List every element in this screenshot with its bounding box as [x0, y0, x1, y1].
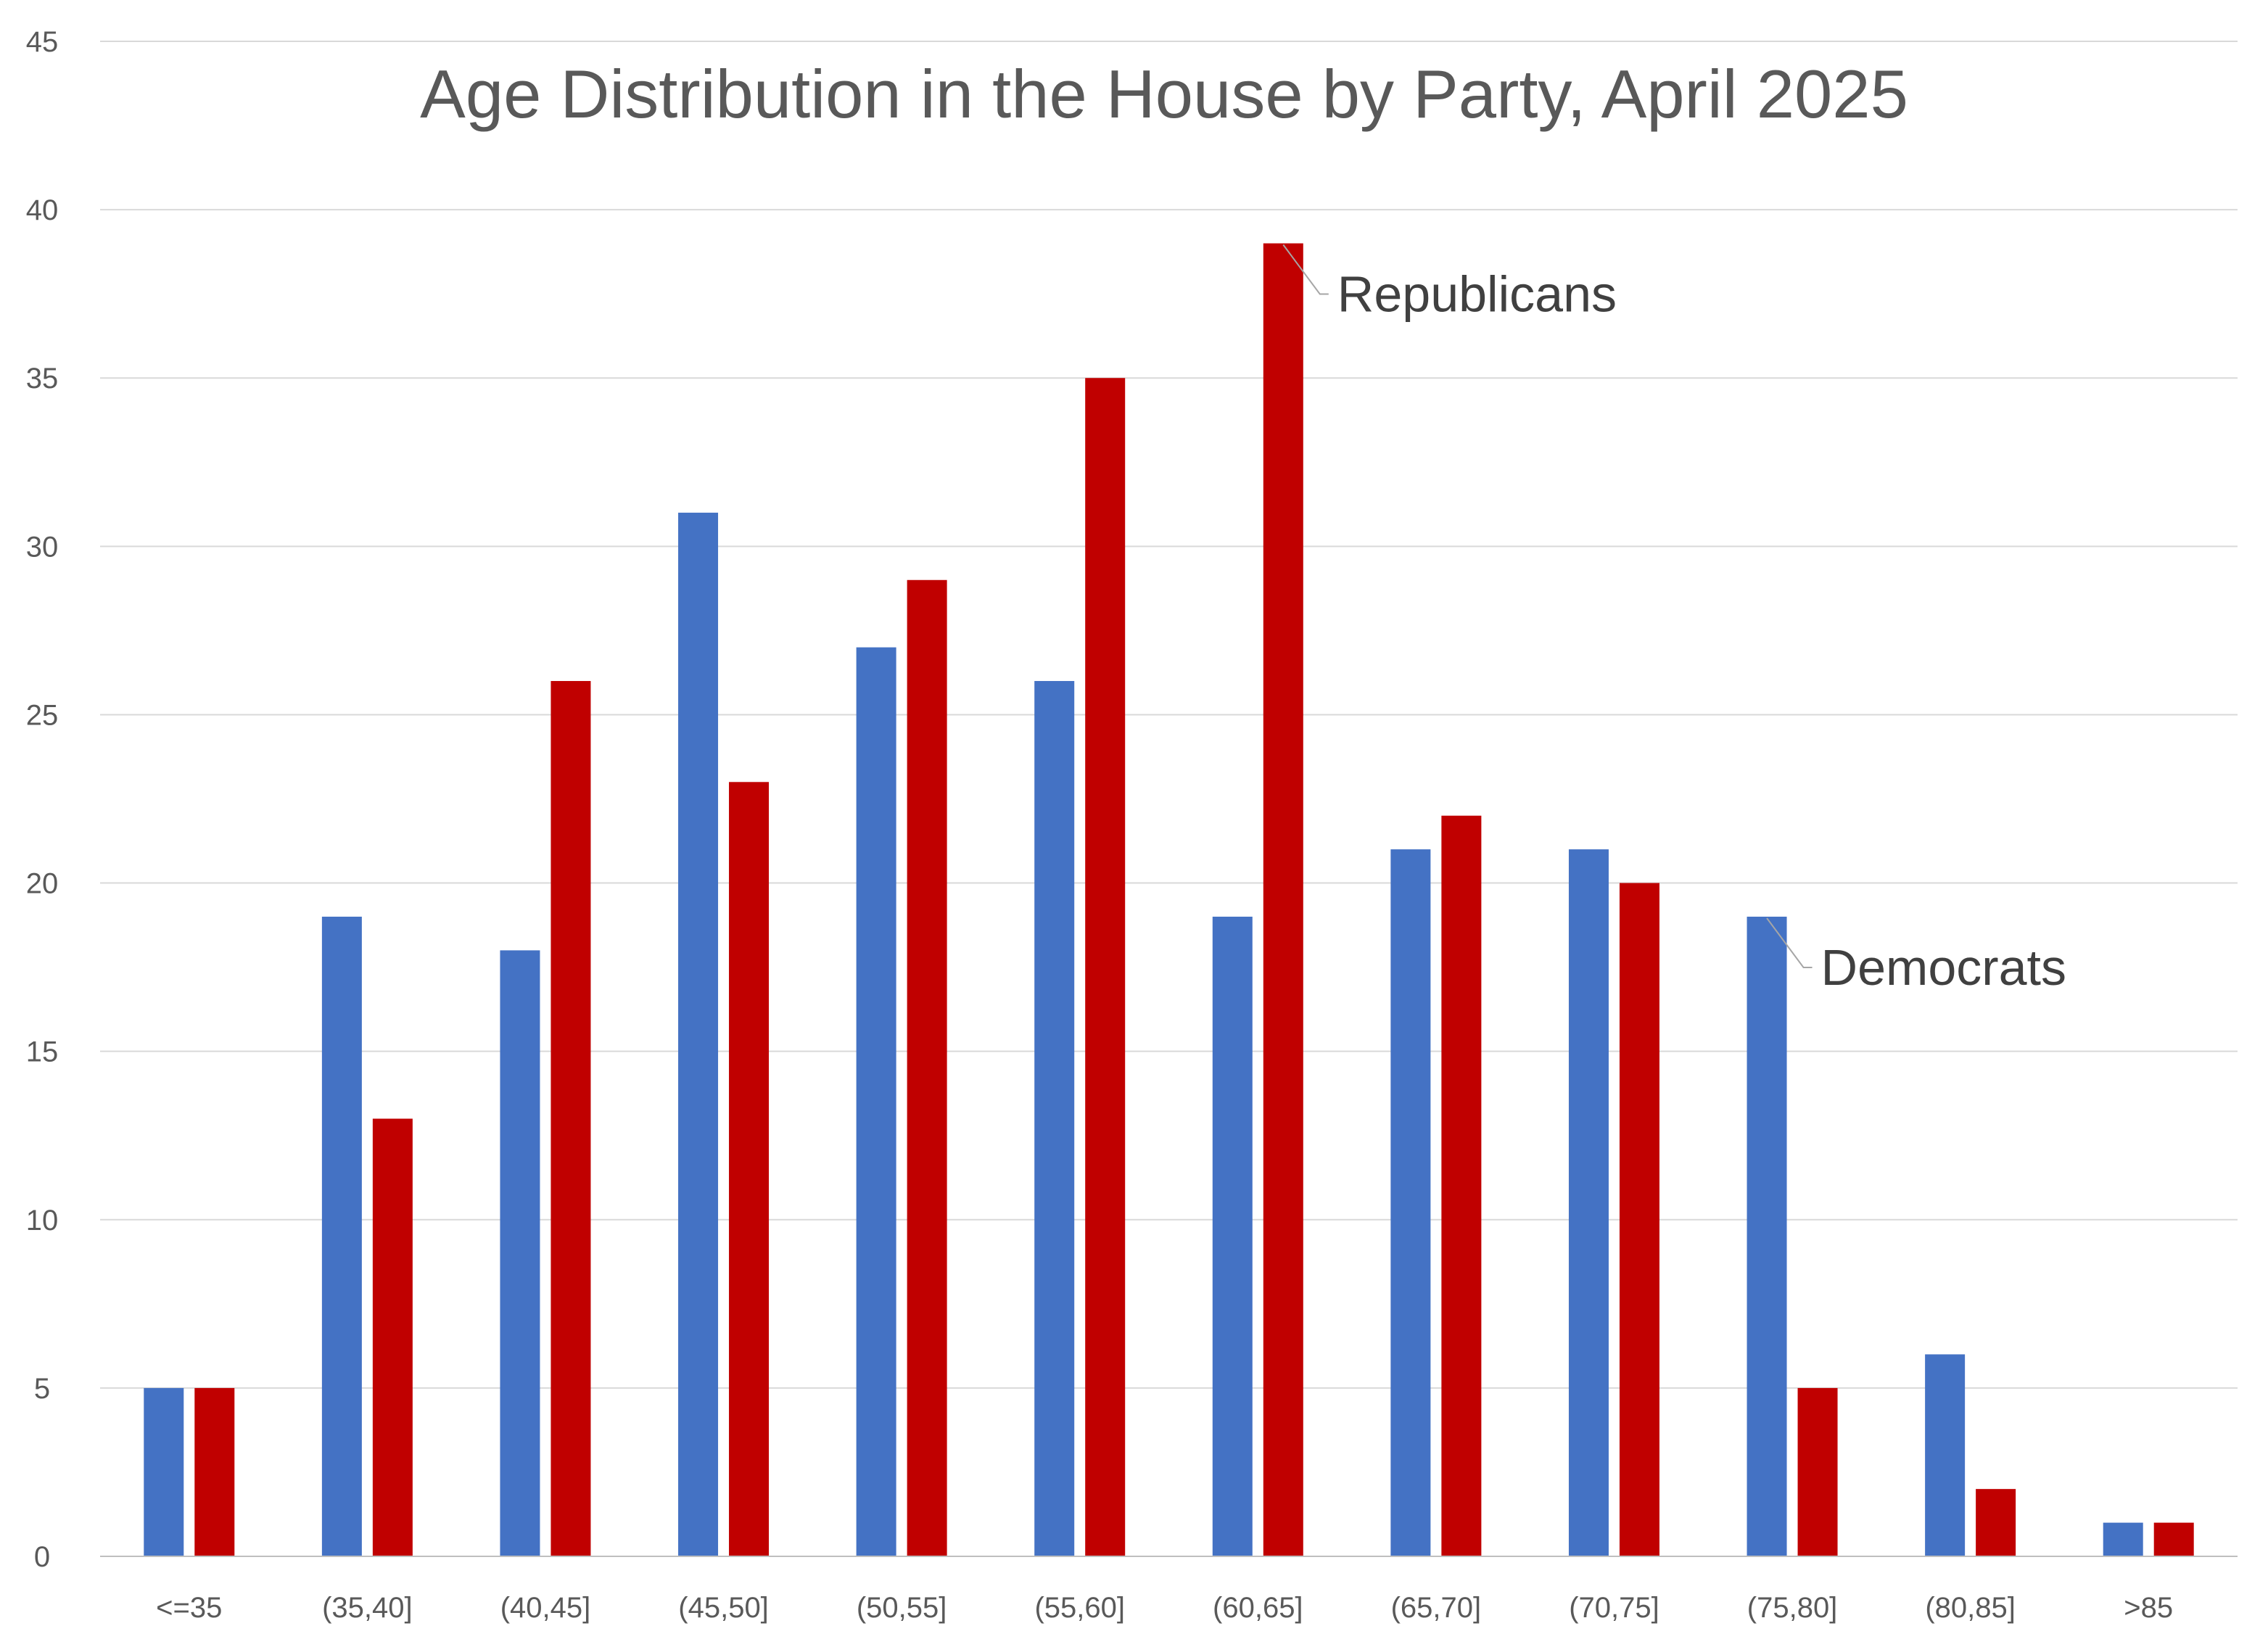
chart-title: Age Distribution in the House by Party, … [420, 56, 1908, 132]
y-tick-label: 45 [26, 26, 59, 58]
bar-republicans-5 [1085, 378, 1126, 1557]
bar-republicans-4 [907, 579, 947, 1556]
bar-republicans-8 [1619, 883, 1659, 1556]
x-tick-label: (55,60] [1034, 1592, 1125, 1624]
bar-democrats-11 [2103, 1522, 2143, 1556]
y-tick-label: 5 [34, 1373, 50, 1405]
y-tick-label: 40 [26, 194, 59, 226]
bar-republicans-7 [1441, 815, 1482, 1556]
bar-democrats-7 [1390, 849, 1431, 1556]
annotation-leader-line [1282, 244, 1329, 295]
bar-republicans-6 [1263, 243, 1303, 1556]
bar-democrats-3 [678, 512, 719, 1556]
y-axis-ticks: 0 5 10 15 20 25 30 35 40 45 [26, 26, 59, 1573]
x-tick-label: (35,40] [322, 1592, 413, 1624]
bar-republicans-11 [2153, 1522, 2194, 1556]
y-tick-label: 0 [34, 1541, 50, 1573]
x-tick-label: (50,55] [857, 1592, 947, 1624]
bar-democrats-4 [856, 647, 896, 1556]
x-tick-label: <=35 [156, 1592, 222, 1624]
series-annotation-republicans: Republicans [1337, 266, 1617, 323]
bar-republicans-9 [1797, 1387, 1838, 1556]
x-tick-label: (70,75] [1569, 1592, 1659, 1624]
x-axis-ticks: <=35 (35,40] (40,45] (45,50] (50,55] (55,60] (… [156, 1592, 2173, 1624]
x-tick-label: (75,80] [1747, 1592, 1838, 1624]
annotation-leader-line [1766, 917, 1813, 968]
x-tick-label: >85 [2124, 1592, 2173, 1624]
y-tick-label: 30 [26, 531, 59, 563]
y-tick-label: 35 [26, 363, 59, 395]
y-tick-label: 10 [26, 1205, 59, 1237]
bar-democrats-1 [321, 916, 362, 1556]
bar-republicans-3 [729, 782, 770, 1556]
bar-democrats-10 [1925, 1354, 1966, 1556]
x-tick-label: (40,45] [500, 1592, 591, 1624]
bar-democrats-8 [1568, 849, 1609, 1556]
bar-republicans-1 [372, 1118, 413, 1556]
x-tick-label: (80,85] [1925, 1592, 2016, 1624]
x-tick-label: (65,70] [1391, 1592, 1482, 1624]
bar-democrats-2 [500, 950, 540, 1556]
bar-democrats-0 [144, 1387, 184, 1556]
series-annotations: Republicans Democrats [1282, 244, 2066, 996]
bars [144, 243, 2194, 1557]
y-tick-label: 20 [26, 868, 59, 900]
bar-democrats-6 [1212, 916, 1253, 1556]
y-tick-label: 15 [26, 1036, 59, 1068]
x-tick-label: (45,50] [678, 1592, 769, 1624]
y-tick-label: 25 [26, 699, 59, 731]
series-annotation-democrats: Democrats [1821, 939, 2066, 996]
bar-republicans-2 [550, 681, 591, 1556]
bar-republicans-0 [194, 1387, 235, 1556]
bar-democrats-5 [1034, 681, 1075, 1556]
gridlines [100, 41, 2238, 1389]
bar-democrats-9 [1747, 916, 1787, 1556]
x-tick-label: (60,65] [1213, 1592, 1303, 1624]
bar-republicans-10 [1976, 1489, 2016, 1556]
